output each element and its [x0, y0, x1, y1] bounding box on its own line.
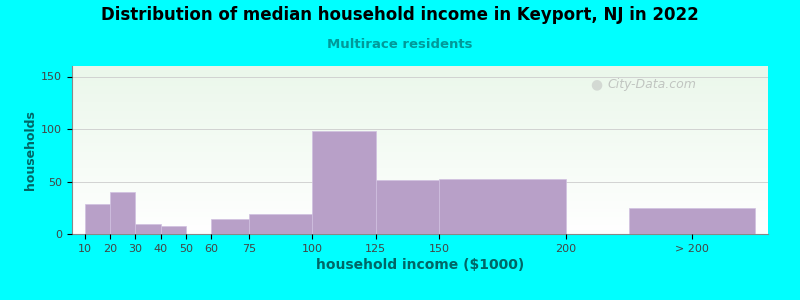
Bar: [161, 226, 186, 234]
Bar: [249, 214, 313, 234]
Bar: [110, 192, 135, 234]
Bar: [85, 203, 110, 234]
Bar: [376, 180, 439, 234]
Bar: [313, 131, 376, 234]
Y-axis label: households: households: [24, 110, 37, 190]
Text: ●: ●: [590, 77, 602, 91]
X-axis label: household income ($1000): household income ($1000): [316, 258, 524, 272]
Text: City-Data.com: City-Data.com: [608, 78, 697, 91]
Bar: [135, 224, 161, 234]
Text: Distribution of median household income in Keyport, NJ in 2022: Distribution of median household income …: [101, 6, 699, 24]
Bar: [629, 208, 755, 234]
Bar: [211, 219, 249, 234]
Text: Multirace residents: Multirace residents: [327, 38, 473, 50]
Bar: [439, 179, 566, 234]
